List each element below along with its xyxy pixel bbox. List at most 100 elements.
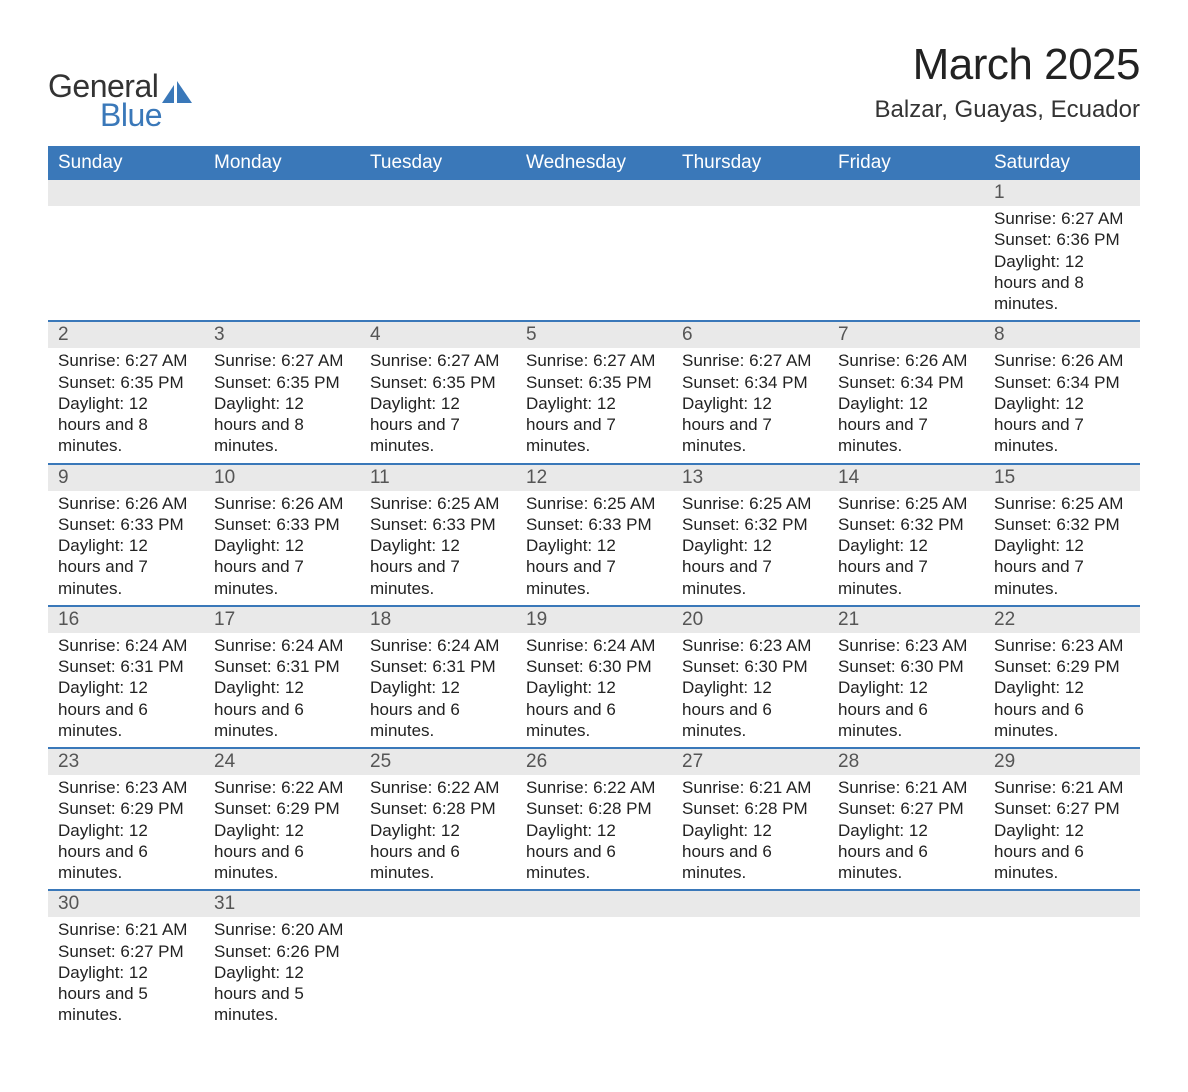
day-number: 22 bbox=[984, 607, 1140, 633]
day-number: 4 bbox=[360, 322, 516, 348]
sunset-line: Sunset: 6:31 PM bbox=[58, 656, 194, 677]
day-cell bbox=[828, 891, 984, 1031]
day-number: 30 bbox=[48, 891, 204, 917]
day-details: Sunrise: 6:21 AMSunset: 6:28 PMDaylight:… bbox=[672, 775, 828, 885]
sunset-line: Sunset: 6:35 PM bbox=[526, 372, 662, 393]
sunrise-line: Sunrise: 6:26 AM bbox=[994, 350, 1130, 371]
day-number bbox=[828, 180, 984, 206]
day-cell bbox=[672, 891, 828, 1031]
sunset-line: Sunset: 6:35 PM bbox=[370, 372, 506, 393]
sunset-line: Sunset: 6:27 PM bbox=[838, 798, 974, 819]
day-details: Sunrise: 6:25 AMSunset: 6:32 PMDaylight:… bbox=[828, 491, 984, 601]
daylight-line: Daylight: 12 hours and 6 minutes. bbox=[370, 677, 506, 741]
day-cell: 2Sunrise: 6:27 AMSunset: 6:35 PMDaylight… bbox=[48, 322, 204, 462]
day-details: Sunrise: 6:22 AMSunset: 6:28 PMDaylight:… bbox=[360, 775, 516, 885]
daylight-line: Daylight: 12 hours and 7 minutes. bbox=[58, 535, 194, 599]
title-block: March 2025 Balzar, Guayas, Ecuador bbox=[875, 40, 1140, 124]
day-cell: 5Sunrise: 6:27 AMSunset: 6:35 PMDaylight… bbox=[516, 322, 672, 462]
sunset-line: Sunset: 6:26 PM bbox=[214, 941, 350, 962]
sunset-line: Sunset: 6:32 PM bbox=[838, 514, 974, 535]
daylight-line: Daylight: 12 hours and 7 minutes. bbox=[838, 535, 974, 599]
day-cell: 30Sunrise: 6:21 AMSunset: 6:27 PMDayligh… bbox=[48, 891, 204, 1031]
sunrise-line: Sunrise: 6:25 AM bbox=[838, 493, 974, 514]
day-details: Sunrise: 6:25 AMSunset: 6:32 PMDaylight:… bbox=[984, 491, 1140, 601]
day-cell: 7Sunrise: 6:26 AMSunset: 6:34 PMDaylight… bbox=[828, 322, 984, 462]
daylight-line: Daylight: 12 hours and 6 minutes. bbox=[682, 677, 818, 741]
day-cell bbox=[984, 891, 1140, 1031]
sunset-line: Sunset: 6:31 PM bbox=[370, 656, 506, 677]
sunset-line: Sunset: 6:34 PM bbox=[994, 372, 1130, 393]
sunset-line: Sunset: 6:29 PM bbox=[58, 798, 194, 819]
sunrise-line: Sunrise: 6:26 AM bbox=[838, 350, 974, 371]
day-details: Sunrise: 6:23 AMSunset: 6:29 PMDaylight:… bbox=[984, 633, 1140, 743]
day-details: Sunrise: 6:23 AMSunset: 6:30 PMDaylight:… bbox=[828, 633, 984, 743]
weekday-header: Wednesday bbox=[516, 146, 672, 180]
day-cell: 3Sunrise: 6:27 AMSunset: 6:35 PMDaylight… bbox=[204, 322, 360, 462]
day-cell: 1Sunrise: 6:27 AMSunset: 6:36 PMDaylight… bbox=[984, 180, 1140, 320]
sunrise-line: Sunrise: 6:26 AM bbox=[214, 493, 350, 514]
day-details bbox=[48, 206, 204, 286]
day-details: Sunrise: 6:24 AMSunset: 6:31 PMDaylight:… bbox=[360, 633, 516, 743]
day-number: 29 bbox=[984, 749, 1140, 775]
sunset-line: Sunset: 6:28 PM bbox=[682, 798, 818, 819]
calendar-page: General Blue March 2025 Balzar, Guayas, … bbox=[0, 0, 1188, 1092]
sunset-line: Sunset: 6:33 PM bbox=[214, 514, 350, 535]
day-number: 19 bbox=[516, 607, 672, 633]
sunrise-line: Sunrise: 6:23 AM bbox=[994, 635, 1130, 656]
day-number: 13 bbox=[672, 465, 828, 491]
sunrise-line: Sunrise: 6:21 AM bbox=[838, 777, 974, 798]
day-cell: 23Sunrise: 6:23 AMSunset: 6:29 PMDayligh… bbox=[48, 749, 204, 889]
sunrise-line: Sunrise: 6:25 AM bbox=[370, 493, 506, 514]
weekday-header: Monday bbox=[204, 146, 360, 180]
sunset-line: Sunset: 6:33 PM bbox=[58, 514, 194, 535]
day-number bbox=[204, 180, 360, 206]
day-cell bbox=[360, 891, 516, 1031]
day-number: 5 bbox=[516, 322, 672, 348]
day-number bbox=[672, 891, 828, 917]
sunrise-line: Sunrise: 6:25 AM bbox=[994, 493, 1130, 514]
daylight-line: Daylight: 12 hours and 6 minutes. bbox=[994, 677, 1130, 741]
day-cell: 6Sunrise: 6:27 AMSunset: 6:34 PMDaylight… bbox=[672, 322, 828, 462]
day-number: 25 bbox=[360, 749, 516, 775]
daylight-line: Daylight: 12 hours and 7 minutes. bbox=[214, 535, 350, 599]
day-number: 31 bbox=[204, 891, 360, 917]
daylight-line: Daylight: 12 hours and 7 minutes. bbox=[994, 535, 1130, 599]
page-header: General Blue March 2025 Balzar, Guayas, … bbox=[48, 40, 1140, 134]
week-row: 30Sunrise: 6:21 AMSunset: 6:27 PMDayligh… bbox=[48, 889, 1140, 1031]
day-cell: 25Sunrise: 6:22 AMSunset: 6:28 PMDayligh… bbox=[360, 749, 516, 889]
day-number: 2 bbox=[48, 322, 204, 348]
day-cell bbox=[204, 180, 360, 320]
daylight-line: Daylight: 12 hours and 7 minutes. bbox=[682, 535, 818, 599]
day-number bbox=[984, 891, 1140, 917]
sunset-line: Sunset: 6:35 PM bbox=[58, 372, 194, 393]
sunset-line: Sunset: 6:29 PM bbox=[214, 798, 350, 819]
daylight-line: Daylight: 12 hours and 6 minutes. bbox=[370, 820, 506, 884]
daylight-line: Daylight: 12 hours and 8 minutes. bbox=[994, 251, 1130, 315]
sunrise-line: Sunrise: 6:23 AM bbox=[838, 635, 974, 656]
day-details: Sunrise: 6:23 AMSunset: 6:30 PMDaylight:… bbox=[672, 633, 828, 743]
sunrise-line: Sunrise: 6:27 AM bbox=[58, 350, 194, 371]
day-details bbox=[516, 206, 672, 286]
daylight-line: Daylight: 12 hours and 6 minutes. bbox=[994, 820, 1130, 884]
day-cell: 18Sunrise: 6:24 AMSunset: 6:31 PMDayligh… bbox=[360, 607, 516, 747]
day-number: 1 bbox=[984, 180, 1140, 206]
sunrise-line: Sunrise: 6:27 AM bbox=[994, 208, 1130, 229]
day-cell: 29Sunrise: 6:21 AMSunset: 6:27 PMDayligh… bbox=[984, 749, 1140, 889]
day-number: 7 bbox=[828, 322, 984, 348]
sunrise-line: Sunrise: 6:22 AM bbox=[526, 777, 662, 798]
sunrise-line: Sunrise: 6:23 AM bbox=[682, 635, 818, 656]
sunset-line: Sunset: 6:28 PM bbox=[370, 798, 506, 819]
sunset-line: Sunset: 6:31 PM bbox=[214, 656, 350, 677]
week-row: 16Sunrise: 6:24 AMSunset: 6:31 PMDayligh… bbox=[48, 605, 1140, 747]
sunrise-line: Sunrise: 6:24 AM bbox=[58, 635, 194, 656]
day-number bbox=[360, 180, 516, 206]
day-cell: 8Sunrise: 6:26 AMSunset: 6:34 PMDaylight… bbox=[984, 322, 1140, 462]
calendar-grid: Sunday Monday Tuesday Wednesday Thursday… bbox=[48, 146, 1140, 1032]
daylight-line: Daylight: 12 hours and 6 minutes. bbox=[214, 677, 350, 741]
day-number: 11 bbox=[360, 465, 516, 491]
daylight-line: Daylight: 12 hours and 6 minutes. bbox=[682, 820, 818, 884]
day-cell: 26Sunrise: 6:22 AMSunset: 6:28 PMDayligh… bbox=[516, 749, 672, 889]
daylight-line: Daylight: 12 hours and 8 minutes. bbox=[214, 393, 350, 457]
day-details: Sunrise: 6:21 AMSunset: 6:27 PMDaylight:… bbox=[48, 917, 204, 1027]
day-number: 27 bbox=[672, 749, 828, 775]
